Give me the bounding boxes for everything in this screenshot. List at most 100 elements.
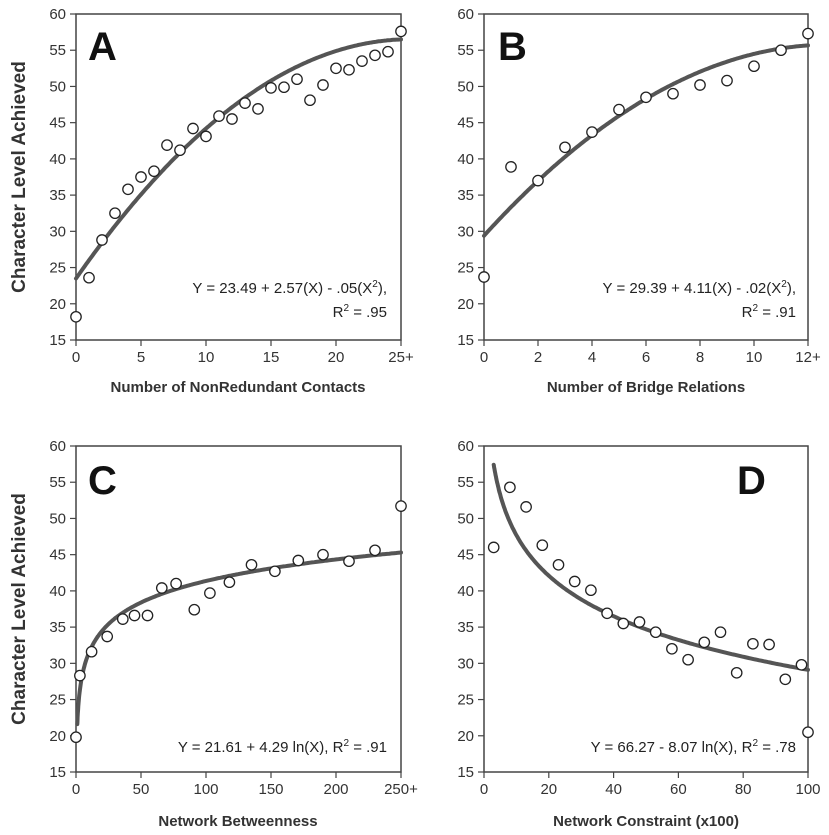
data-point xyxy=(155,582,168,594)
data-point xyxy=(269,565,281,578)
x-tick-label: 25+ xyxy=(388,349,414,366)
x-tick-label: 15 xyxy=(263,349,280,366)
panel-letter: C xyxy=(88,459,117,503)
y-tick-label: 40 xyxy=(49,583,66,600)
data-point xyxy=(505,161,517,173)
y-tick-label: 60 xyxy=(457,6,474,23)
data-points xyxy=(487,481,814,739)
y-axis-label: Character Level Achieved xyxy=(9,61,30,293)
ticks: 15 20 25 30 35 40 45 50 55 60 0 50 100 150 200 250+ xyxy=(49,438,418,798)
data-point xyxy=(721,74,733,87)
fit-equation: Y = 66.27 - 8.07 ln(X), R2 = .78 xyxy=(591,738,796,756)
y-tick-label: 50 xyxy=(457,510,474,527)
data-point xyxy=(70,731,82,744)
x-tick-label: 12+ xyxy=(795,349,821,366)
data-point xyxy=(586,126,598,138)
y-tick-label: 20 xyxy=(457,728,474,745)
panel-letter: D xyxy=(737,459,766,503)
fit-equation: Y = 29.39 + 4.11(X) - .02(X2), xyxy=(603,279,796,297)
fit-equation: Y = 21.61 + 4.29 ln(X), R2 = .91 xyxy=(178,738,387,756)
data-point xyxy=(747,637,759,650)
y-tick-label: 40 xyxy=(49,151,66,168)
x-tick-label: 250+ xyxy=(384,781,418,798)
fit-equation: Y = 23.49 + 2.57(X) - .05(X2), xyxy=(192,279,387,297)
y-tick-label: 45 xyxy=(49,547,66,564)
data-point xyxy=(291,73,303,86)
x-tick-label: 20 xyxy=(328,349,345,366)
data-point xyxy=(369,49,381,62)
data-point xyxy=(682,653,694,666)
y-tick-label: 20 xyxy=(49,296,66,313)
data-point xyxy=(170,577,182,590)
data-point xyxy=(148,165,160,178)
data-point xyxy=(245,558,258,571)
y-tick-label: 15 xyxy=(49,332,66,349)
x-tick-label: 6 xyxy=(642,349,650,366)
x-tick-label: 8 xyxy=(696,349,704,366)
y-tick-label: 30 xyxy=(457,223,474,240)
data-point xyxy=(74,669,86,682)
x-tick-label: 50 xyxy=(133,781,150,798)
data-point xyxy=(226,113,238,125)
data-point xyxy=(122,183,134,196)
panel-letter: B xyxy=(498,25,527,69)
data-point xyxy=(601,607,613,620)
x-tick-label: 150 xyxy=(258,781,283,798)
data-point xyxy=(640,91,652,104)
ticks: 15 20 25 30 35 40 45 50 55 60 0 5 10 15 20 25+ xyxy=(49,6,414,366)
x-tick-label: 20 xyxy=(540,781,557,798)
data-point xyxy=(730,666,743,679)
data-point xyxy=(96,234,108,246)
y-tick-label: 55 xyxy=(457,474,474,491)
data-point xyxy=(775,44,787,57)
data-point xyxy=(317,79,329,91)
data-point xyxy=(128,609,141,622)
data-point xyxy=(356,55,368,67)
x-tick-label: 40 xyxy=(605,781,622,798)
data-point xyxy=(714,626,727,639)
data-point xyxy=(633,616,646,628)
data-point xyxy=(135,171,147,183)
data-point xyxy=(343,63,355,76)
data-point xyxy=(617,617,630,630)
data-point xyxy=(141,609,154,622)
x-tick-label: 100 xyxy=(795,781,820,798)
data-point xyxy=(343,555,355,568)
data-point xyxy=(802,726,814,739)
y-tick-label: 45 xyxy=(457,547,474,564)
data-point xyxy=(188,603,201,616)
plot-frame xyxy=(483,445,809,773)
data-point xyxy=(239,97,251,109)
y-tick-label: 45 xyxy=(49,115,66,132)
data-point xyxy=(552,558,565,571)
data-point xyxy=(265,82,277,94)
data-point xyxy=(187,122,199,135)
y-tick-label: 15 xyxy=(49,764,66,781)
y-tick-label: 55 xyxy=(49,474,66,491)
y-tick-label: 60 xyxy=(49,6,66,23)
fit-curve xyxy=(74,37,403,281)
y-tick-label: 45 xyxy=(457,115,474,132)
data-point xyxy=(317,548,329,561)
data-point xyxy=(504,481,516,494)
y-tick-label: 40 xyxy=(457,151,474,168)
data-point xyxy=(795,658,808,671)
ticks: 15 20 25 30 35 40 45 50 55 60 0 20 40 60 80 100 xyxy=(457,438,820,798)
y-tick-label: 60 xyxy=(49,438,66,455)
data-point xyxy=(536,539,549,552)
y-tick-label: 50 xyxy=(49,78,66,95)
panel-a: 15 20 25 30 35 40 45 50 55 60 0 5 10 15 20 25+ A Y = 23… xyxy=(9,6,414,396)
x-tick-label: 80 xyxy=(735,781,752,798)
y-tick-label: 35 xyxy=(457,619,474,636)
y-tick-label: 20 xyxy=(49,728,66,745)
y-tick-label: 50 xyxy=(457,78,474,95)
x-tick-label: 4 xyxy=(588,349,596,366)
x-tick-label: 200 xyxy=(323,781,348,798)
data-point xyxy=(70,310,82,323)
x-axis-label: Network Betweenness xyxy=(158,813,317,830)
ticks: 15 20 25 30 35 40 45 50 55 60 0 2 4 6 8 10 12+ xyxy=(457,6,821,366)
data-point xyxy=(304,94,316,107)
data-point xyxy=(395,500,407,512)
data-point xyxy=(101,630,114,643)
